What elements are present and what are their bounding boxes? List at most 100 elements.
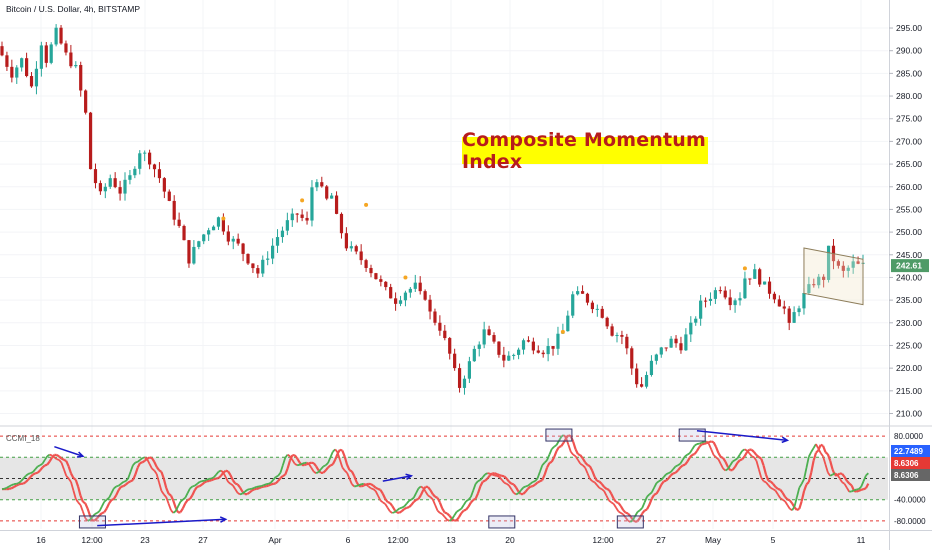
indicator-falling-segment <box>745 449 747 450</box>
down-candle-body <box>768 282 771 294</box>
indicator-signal-segment <box>14 486 16 487</box>
indicator-rising-segment <box>38 465 40 466</box>
price-marker-dot <box>221 216 225 220</box>
indicator-axis[interactable]: 80.0000-40.0000-80.000022.74898.63068.63… <box>891 432 930 526</box>
indicator-rising-segment <box>204 480 206 481</box>
indicator-rising-segment <box>28 473 30 474</box>
price-tick-label: 215.00 <box>896 386 922 396</box>
price-tick-label: 275.00 <box>896 114 922 124</box>
indicator-signal-segment <box>473 499 475 500</box>
up-candle-body <box>207 230 210 234</box>
down-candle-body <box>118 187 121 193</box>
up-candle-body <box>660 347 663 354</box>
indicator-rising-segment <box>702 442 704 443</box>
down-candle-body <box>620 335 623 337</box>
indicator-signal-segment <box>150 457 152 458</box>
price-tick-label: 255.00 <box>896 204 922 214</box>
indicator-signal-segment <box>573 442 575 449</box>
indicator-rising-segment <box>192 486 194 487</box>
up-candle-body <box>743 278 746 298</box>
symbol-title[interactable]: Bitcoin / U.S. Dollar, 4h, BITSTAMP <box>6 4 140 14</box>
price-axis[interactable]: 295.00290.00285.00280.00275.00270.00265.… <box>889 23 929 418</box>
indicator-rising-segment <box>676 465 678 466</box>
up-candle-body <box>133 169 136 175</box>
indicator-arrow-line <box>697 431 787 441</box>
up-candle-body <box>217 217 220 226</box>
indicator-rising-segment <box>409 500 411 501</box>
indicator-signal-segment <box>859 490 861 491</box>
down-candle-body <box>606 318 609 327</box>
up-candle-body <box>802 293 805 308</box>
time-tick-label: 16 <box>36 535 46 545</box>
indicator-rising-segment <box>269 483 271 484</box>
indicator-rising-segment <box>685 455 687 457</box>
indicator-rising-segment <box>173 511 175 513</box>
indicator-rising-segment <box>526 486 528 487</box>
up-candle-body <box>286 220 289 231</box>
time-tick-label: 6 <box>346 535 351 545</box>
channel-layer <box>804 248 863 305</box>
indicator-rising-segment <box>523 486 525 487</box>
down-candle-body <box>158 169 161 178</box>
time-tick-label: May <box>705 535 722 545</box>
down-candle-body <box>182 226 185 240</box>
up-candle-body <box>266 259 269 260</box>
down-candle-body <box>237 239 240 244</box>
indicator-signal-segment <box>169 494 171 496</box>
down-candle-body <box>305 218 308 221</box>
indicator-falling-segment <box>57 459 59 460</box>
indicator-falling-segment <box>390 511 392 513</box>
indicator-signal-segment <box>85 503 87 508</box>
up-candle-body <box>192 247 195 264</box>
indicator-arrow-line <box>97 519 226 525</box>
down-candle-body <box>246 254 249 264</box>
indicator-signal-segment <box>538 481 540 482</box>
down-candle-body <box>10 67 13 78</box>
indicator-falling-segment <box>383 502 385 504</box>
indicator-rising-segment <box>454 512 456 516</box>
indicator-signal-segment <box>33 473 35 474</box>
indicator-signal-segment <box>799 501 801 509</box>
indicator-rising-segment <box>392 512 394 513</box>
indicator-rising-segment <box>399 508 401 509</box>
price-tick-label: 225.00 <box>896 340 922 350</box>
indicator-label[interactable]: CCMI_18 <box>6 434 40 443</box>
indicator-signal-segment <box>745 452 747 456</box>
indicator-rising-segment <box>692 446 694 450</box>
indicator-signal-segment <box>147 457 149 458</box>
indicator-rising-segment <box>666 473 668 474</box>
indicator-signal-segment <box>709 441 711 442</box>
indicator-falling-segment <box>709 444 711 450</box>
indicator-signal-segment <box>57 455 59 457</box>
up-candle-body <box>40 45 43 68</box>
down-candle-body <box>325 186 328 198</box>
indicator-signal-segment <box>821 445 823 446</box>
time-tick-label: 20 <box>505 535 515 545</box>
indicator-signal-segment <box>340 450 342 451</box>
up-candle-body <box>50 44 53 62</box>
indicator-falling-segment <box>821 453 823 456</box>
price-tick-label: 260.00 <box>896 182 922 192</box>
up-candle-body <box>689 323 692 335</box>
down-candle-body <box>389 287 392 298</box>
price-tick-label: 245.00 <box>896 250 922 260</box>
time-tick-label: 5 <box>771 535 776 545</box>
indicator-falling-segment <box>573 455 575 457</box>
indicator-falling-segment <box>785 501 787 505</box>
time-tick-label: 27 <box>198 535 208 545</box>
indicator-rising-segment <box>549 449 551 455</box>
down-candle-body <box>424 291 427 300</box>
up-candle-body <box>15 67 18 77</box>
indicator-rising-segment <box>404 504 406 507</box>
indicator-signal-segment <box>100 513 102 515</box>
time-tick-label: Apr <box>268 535 281 545</box>
down-candle-body <box>729 297 732 305</box>
down-candle-body <box>625 337 628 348</box>
indicator-falling-segment <box>771 488 773 489</box>
up-candle-body <box>517 350 520 355</box>
indicator-signal-segment <box>756 455 758 457</box>
indicator-falling-segment <box>621 513 623 514</box>
indicator-level-label: -80.0000 <box>894 517 926 526</box>
